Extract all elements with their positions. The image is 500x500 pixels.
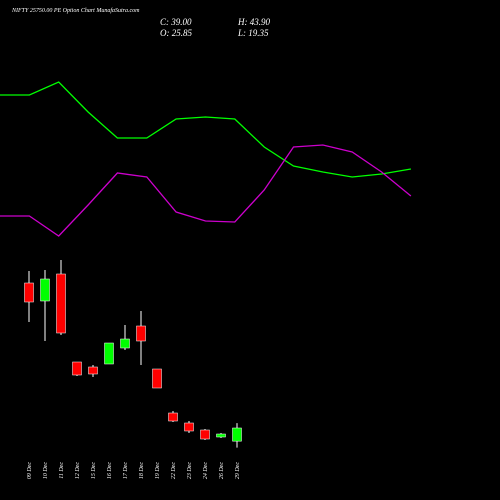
candle-body	[184, 422, 194, 432]
candle-body	[152, 368, 162, 389]
candle-body	[216, 433, 226, 438]
candle-body	[200, 429, 210, 440]
candle-body	[232, 427, 242, 442]
candle-body	[136, 325, 146, 342]
indicator-line	[0, 144, 412, 237]
candle-body	[24, 282, 34, 303]
candle-body	[56, 273, 66, 334]
x-tick-label: 11 Dec	[59, 462, 65, 479]
x-tick-label: 22 Dec	[171, 462, 177, 479]
x-tick-label: 23 Dec	[187, 462, 193, 479]
ohlc-label: C: 39.00	[160, 17, 192, 27]
x-tick-label: 26 Dec	[219, 462, 225, 479]
ohlc-label: L: 19.35	[237, 28, 269, 38]
x-tick-label: 18 Dec	[139, 462, 145, 479]
indicator-line	[0, 81, 412, 178]
ohlc-label: O: 25.85	[160, 28, 192, 38]
candle-body	[168, 412, 178, 422]
x-tick-label: 16 Dec	[107, 462, 113, 479]
chart-title: NIFTY 25750.00 PE Option Chart MunafaSut…	[11, 7, 140, 14]
candle-body	[88, 366, 98, 375]
ohlc-label: H: 43.90	[237, 17, 270, 27]
x-tick-label: 17 Dec	[123, 462, 129, 479]
candle-body	[40, 278, 50, 302]
candle-body	[104, 342, 114, 365]
x-tick-label: 10 Dec	[43, 462, 49, 479]
candle-body	[120, 338, 130, 349]
x-tick-label: 15 Dec	[91, 462, 97, 479]
x-tick-label: 29 Dec	[235, 462, 241, 479]
candle-body	[72, 361, 82, 376]
x-tick-label: 19 Dec	[155, 462, 161, 479]
x-tick-label: 12 Dec	[75, 462, 81, 479]
x-tick-label: 24 Dec	[202, 462, 209, 479]
x-tick-label: 09 Dec	[27, 462, 33, 479]
